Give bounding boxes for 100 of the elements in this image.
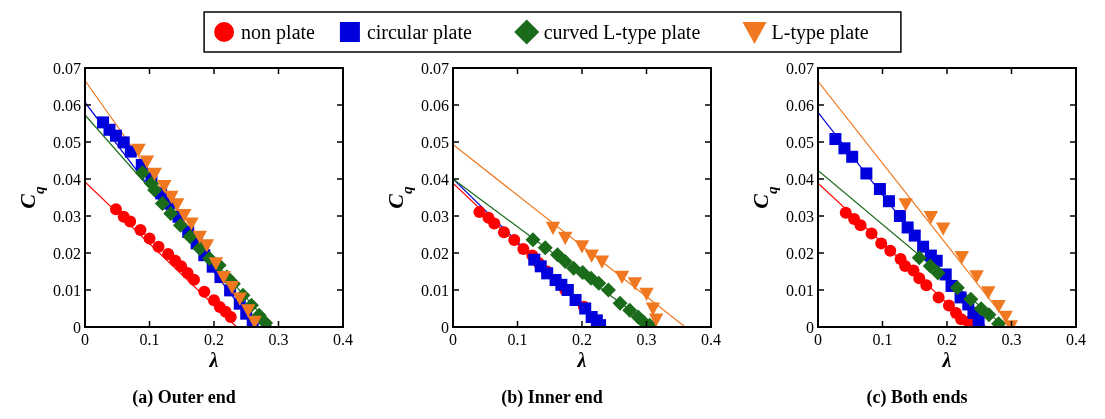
y-tick-label: 0.06 bbox=[786, 96, 814, 114]
point bbox=[648, 313, 664, 327]
text: (a) Outer end bbox=[132, 387, 236, 408]
y-tick-label: 0.05 bbox=[53, 133, 81, 151]
legend-label: non plate bbox=[241, 21, 316, 44]
point bbox=[932, 291, 945, 304]
point bbox=[839, 206, 852, 219]
point bbox=[139, 155, 155, 169]
x-axis-title: λ bbox=[576, 349, 587, 371]
x-axis-title: λ bbox=[941, 349, 952, 371]
point bbox=[131, 143, 146, 157]
y-tick-label: 0 bbox=[806, 318, 814, 336]
point bbox=[575, 265, 591, 281]
text: (b) Inner end bbox=[501, 387, 603, 408]
point bbox=[627, 277, 643, 291]
point bbox=[981, 286, 996, 300]
y-tick-label: 0.03 bbox=[421, 207, 449, 225]
y-tick-label: 0.04 bbox=[53, 170, 81, 188]
point bbox=[935, 222, 951, 236]
point bbox=[922, 258, 938, 274]
point bbox=[622, 302, 638, 318]
point bbox=[942, 299, 955, 312]
point bbox=[198, 285, 211, 298]
y-tick-label: 0.07 bbox=[421, 59, 449, 77]
x-tick-label: 0.2 bbox=[937, 331, 957, 348]
point bbox=[188, 273, 201, 286]
point bbox=[182, 229, 198, 245]
point bbox=[981, 307, 997, 323]
point bbox=[923, 211, 939, 225]
y-tick-label: 0.06 bbox=[421, 96, 449, 114]
point bbox=[157, 180, 172, 194]
point bbox=[508, 234, 521, 247]
point bbox=[884, 244, 897, 257]
point bbox=[645, 302, 661, 316]
y-tick-label: 0.05 bbox=[421, 133, 449, 151]
x-axis-title: λ bbox=[208, 349, 219, 371]
point bbox=[147, 167, 162, 182]
y-tick-label: 0.03 bbox=[53, 207, 81, 225]
point bbox=[566, 260, 582, 276]
legend-label: L-type plate bbox=[771, 21, 869, 44]
point bbox=[949, 280, 965, 296]
y-tick-label: 0.04 bbox=[421, 170, 449, 188]
point bbox=[963, 291, 979, 307]
x-tick-label: 0.2 bbox=[204, 331, 224, 348]
point bbox=[969, 270, 984, 284]
point bbox=[124, 215, 137, 228]
point bbox=[192, 230, 208, 244]
point bbox=[898, 198, 913, 212]
x-tick-label: 0.2 bbox=[572, 331, 592, 348]
point bbox=[154, 195, 170, 211]
point bbox=[117, 136, 130, 149]
point bbox=[893, 210, 906, 222]
point bbox=[612, 295, 628, 311]
legend-label: curved L-type plate bbox=[543, 21, 701, 44]
point bbox=[860, 167, 873, 180]
point bbox=[854, 219, 867, 232]
point bbox=[172, 217, 188, 233]
point bbox=[557, 254, 573, 270]
point bbox=[224, 311, 237, 324]
y-tick-label: 0.04 bbox=[786, 170, 814, 188]
point bbox=[192, 241, 208, 257]
point bbox=[600, 282, 616, 298]
x-tick-label: 0.1 bbox=[507, 331, 528, 348]
x-tick-label: 0.4 bbox=[333, 331, 353, 348]
point bbox=[973, 301, 989, 317]
point bbox=[162, 248, 175, 261]
point bbox=[199, 239, 215, 253]
point bbox=[177, 208, 192, 223]
point bbox=[545, 221, 561, 236]
point bbox=[558, 231, 573, 246]
legend-label: circular plate bbox=[366, 21, 472, 44]
point bbox=[549, 247, 565, 263]
y-tick-label: 0 bbox=[73, 318, 81, 336]
point bbox=[525, 232, 541, 248]
point bbox=[846, 150, 859, 163]
x-tick-label: 0.1 bbox=[139, 331, 160, 348]
x-tick-label: 0.3 bbox=[636, 331, 657, 348]
point bbox=[473, 205, 486, 218]
point bbox=[873, 182, 886, 195]
point bbox=[216, 271, 231, 285]
point bbox=[152, 240, 165, 253]
point bbox=[911, 250, 927, 266]
point bbox=[865, 227, 878, 240]
point bbox=[232, 292, 247, 306]
point bbox=[574, 240, 590, 254]
y-tick-label: 0.03 bbox=[786, 207, 814, 225]
point bbox=[930, 265, 946, 281]
y-tick-label: 0.07 bbox=[53, 59, 81, 77]
point bbox=[882, 195, 895, 208]
point bbox=[991, 299, 1006, 314]
y-tick-label: 0.06 bbox=[53, 96, 81, 114]
point bbox=[109, 203, 122, 216]
y-tick-label: 0.02 bbox=[786, 244, 814, 262]
y-tick-label: 0.02 bbox=[421, 244, 449, 262]
point bbox=[591, 275, 607, 291]
text: (c) Both ends bbox=[866, 387, 968, 408]
point bbox=[143, 232, 156, 245]
x-tick-label: 0.4 bbox=[1066, 331, 1086, 348]
y-tick-label: 0.01 bbox=[53, 281, 81, 299]
point bbox=[163, 205, 179, 221]
